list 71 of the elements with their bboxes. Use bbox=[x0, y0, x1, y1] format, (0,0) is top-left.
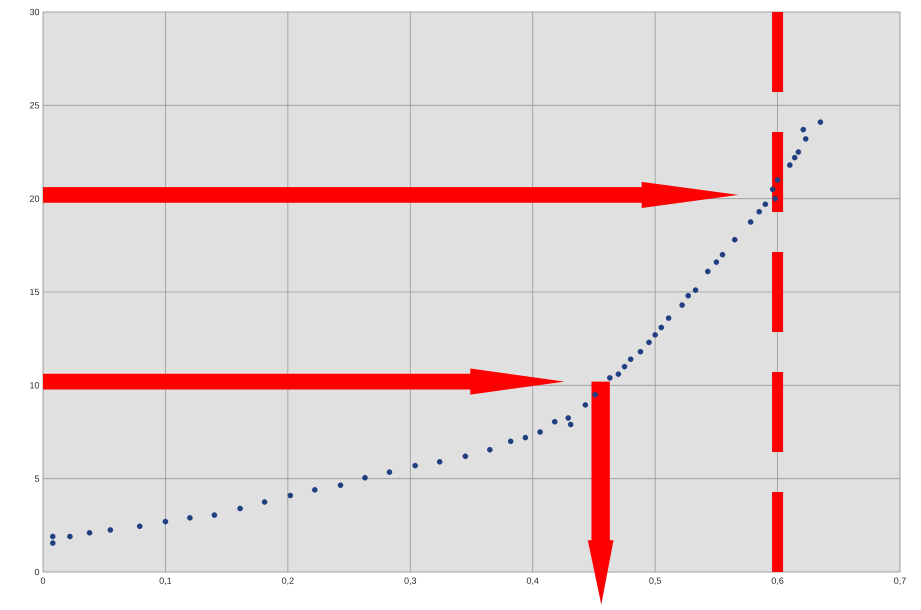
point bbox=[756, 208, 762, 215]
point bbox=[108, 527, 114, 533]
point bbox=[565, 415, 572, 421]
point bbox=[638, 348, 644, 355]
point bbox=[462, 453, 468, 460]
point bbox=[792, 154, 798, 160]
point bbox=[262, 499, 268, 505]
y-tick-label: 20 bbox=[30, 195, 40, 202]
point bbox=[622, 364, 628, 370]
point bbox=[802, 136, 809, 142]
point bbox=[800, 126, 806, 132]
point bbox=[704, 268, 711, 274]
point bbox=[537, 429, 543, 435]
point bbox=[628, 356, 634, 362]
point bbox=[582, 402, 588, 408]
point bbox=[288, 492, 294, 498]
point bbox=[338, 482, 344, 488]
point bbox=[592, 392, 598, 398]
point bbox=[187, 515, 193, 521]
point bbox=[237, 506, 243, 512]
point bbox=[666, 315, 672, 321]
point bbox=[487, 446, 493, 453]
point bbox=[568, 422, 574, 428]
x-tick-label: 0,2 bbox=[282, 578, 294, 585]
x-tick-label: 0,6 bbox=[772, 578, 784, 585]
point bbox=[774, 177, 780, 183]
point bbox=[436, 459, 442, 465]
point bbox=[607, 375, 613, 381]
y-tick-label: 5 bbox=[34, 476, 40, 482]
point bbox=[50, 540, 56, 546]
point bbox=[50, 534, 56, 540]
y-tick-label: 30 bbox=[30, 8, 40, 16]
point bbox=[162, 518, 168, 524]
point bbox=[552, 418, 558, 425]
point bbox=[796, 149, 802, 155]
point bbox=[658, 324, 664, 330]
point bbox=[616, 371, 622, 377]
point bbox=[412, 462, 418, 468]
x-tick-label: 0,5 bbox=[649, 578, 661, 585]
point bbox=[818, 119, 824, 125]
point bbox=[714, 259, 720, 265]
x-tick-label: 0,4 bbox=[526, 578, 539, 585]
point bbox=[522, 434, 528, 440]
point bbox=[685, 292, 691, 299]
point bbox=[646, 340, 652, 346]
point bbox=[67, 534, 73, 540]
x-tick-label: 0 bbox=[40, 578, 46, 584]
point bbox=[212, 512, 218, 518]
point bbox=[770, 186, 776, 192]
point bbox=[720, 252, 726, 258]
point bbox=[679, 302, 685, 308]
y-tick-label: 15 bbox=[30, 288, 40, 296]
point bbox=[312, 487, 318, 493]
point bbox=[762, 201, 768, 208]
x-tick-label: 0,7 bbox=[894, 578, 906, 585]
point bbox=[386, 469, 392, 475]
point bbox=[652, 332, 658, 338]
point bbox=[508, 438, 514, 444]
point bbox=[136, 523, 143, 530]
point bbox=[748, 219, 754, 225]
x-tick-label: 0,3 bbox=[404, 578, 416, 585]
y-tick-label: 10 bbox=[30, 382, 40, 389]
point bbox=[692, 287, 698, 293]
y-tick-label: 25 bbox=[30, 102, 40, 109]
point bbox=[362, 474, 368, 481]
point bbox=[732, 236, 738, 243]
y-tick-label: 0 bbox=[34, 568, 40, 576]
point bbox=[787, 162, 793, 168]
point bbox=[772, 196, 778, 202]
point bbox=[86, 530, 92, 536]
x-tick-label: 0,1 bbox=[160, 578, 172, 585]
